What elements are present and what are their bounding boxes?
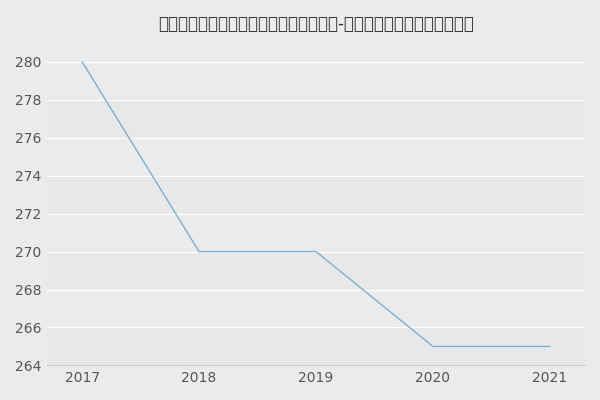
Bar [47, 290, 585, 328]
Bar [47, 138, 585, 176]
Bar [47, 328, 585, 366]
Bar [47, 176, 585, 214]
Bar [47, 62, 585, 100]
Bar [47, 252, 585, 290]
Bar [47, 214, 585, 252]
Title: 空军工程大学防空反导学院军队指挥学（-历年复试）研究生录取分数线: 空军工程大学防空反导学院军队指挥学（-历年复试）研究生录取分数线 [158, 15, 474, 33]
Bar [47, 100, 585, 138]
